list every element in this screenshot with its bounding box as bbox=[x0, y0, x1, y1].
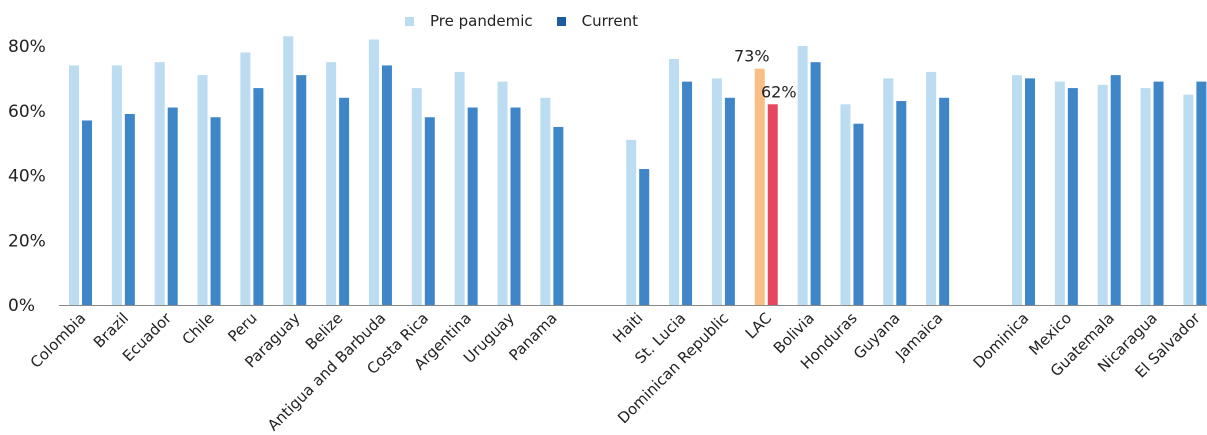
bar-pre-pandemic-nicaragua bbox=[1141, 88, 1151, 305]
bar-current-el-salvador bbox=[1196, 82, 1206, 305]
bar-current-dominica bbox=[1025, 78, 1035, 305]
bar-pre-pandemic-paraguay bbox=[283, 36, 293, 305]
bar-current-guatemala bbox=[1111, 75, 1121, 305]
x-tick-label-dominica: Dominica bbox=[970, 309, 1033, 372]
bar-pre-pandemic-honduras bbox=[840, 104, 850, 305]
bar-current-antigua-and-barbuda bbox=[382, 65, 392, 305]
bar-pre-pandemic-antigua-and-barbuda bbox=[369, 40, 379, 305]
bar-pre-pandemic-st-lucia bbox=[669, 59, 679, 305]
bar-pre-pandemic-bolivia bbox=[798, 46, 808, 305]
bar-current-mexico bbox=[1068, 88, 1078, 305]
y-tick-label: 60% bbox=[8, 102, 46, 122]
bar-current-panama bbox=[553, 127, 563, 305]
x-tick-label-chile: Chile bbox=[179, 309, 218, 348]
bar-current-costa-rica bbox=[425, 117, 435, 305]
bar-pre-pandemic-costa-rica bbox=[412, 88, 422, 305]
x-tick-label-haiti: Haiti bbox=[609, 309, 646, 346]
x-tick-label-colombia: Colombia bbox=[27, 309, 90, 372]
bar-pre-pandemic-peru bbox=[240, 52, 250, 305]
x-tick-label-panama: Panama bbox=[505, 309, 560, 364]
y-tick-label: 20% bbox=[8, 231, 46, 251]
bar-current-lac bbox=[768, 104, 778, 305]
bar-pre-pandemic-haiti bbox=[626, 140, 636, 305]
bar-current-belize bbox=[339, 98, 349, 305]
bar-current-nicaragua bbox=[1154, 82, 1164, 305]
bar-current-st-lucia bbox=[682, 82, 692, 305]
bar-current-paraguay bbox=[296, 75, 306, 305]
bar-pre-pandemic-lac bbox=[755, 69, 765, 305]
bar-pre-pandemic-el-salvador bbox=[1183, 95, 1193, 305]
bar-current-honduras bbox=[853, 124, 863, 305]
bar-current-uruguay bbox=[511, 108, 521, 305]
bar-current-colombia bbox=[82, 120, 92, 305]
bar-pre-pandemic-uruguay bbox=[498, 82, 508, 305]
bar-pre-pandemic-argentina bbox=[455, 72, 465, 305]
bar-current-ecuador bbox=[168, 108, 178, 305]
x-tick-label-peru: Peru bbox=[224, 309, 260, 345]
data-label-pre-pandemic-lac: 73% bbox=[734, 47, 770, 66]
bar-current-jamaica bbox=[939, 98, 949, 305]
bar-pre-pandemic-belize bbox=[326, 62, 336, 305]
bar-current-brazil bbox=[125, 114, 135, 305]
bar-pre-pandemic-dominica bbox=[1012, 75, 1022, 305]
bar-current-argentina bbox=[468, 108, 478, 305]
y-tick-label: 0% bbox=[8, 296, 35, 316]
x-tick-label-lac: LAC bbox=[742, 309, 775, 342]
bar-pre-pandemic-guyana bbox=[883, 78, 893, 305]
bar-current-peru bbox=[253, 88, 263, 305]
bar-current-chile bbox=[211, 117, 221, 305]
data-label-current-lac: 62% bbox=[761, 82, 797, 101]
bar-pre-pandemic-ecuador bbox=[155, 62, 165, 305]
bar-pre-pandemic-chile bbox=[198, 75, 208, 305]
bar-current-dominican-republic bbox=[725, 98, 735, 305]
bar-pre-pandemic-colombia bbox=[69, 65, 79, 305]
bar-pre-pandemic-dominican-republic bbox=[712, 78, 722, 305]
x-tick-label-jamaica: Jamaica bbox=[891, 309, 946, 364]
bar-current-bolivia bbox=[811, 62, 821, 305]
bar-pre-pandemic-guatemala bbox=[1098, 85, 1108, 305]
bar-current-haiti bbox=[639, 169, 649, 305]
bar-pre-pandemic-jamaica bbox=[926, 72, 936, 305]
y-tick-label: 40% bbox=[8, 167, 46, 187]
bar-pre-pandemic-mexico bbox=[1055, 82, 1065, 305]
bar-current-guyana bbox=[896, 101, 906, 305]
y-tick-label: 80% bbox=[8, 37, 46, 57]
bar-pre-pandemic-panama bbox=[540, 98, 550, 305]
x-tick-label-ecuador: Ecuador bbox=[119, 309, 176, 366]
bar-pre-pandemic-brazil bbox=[112, 65, 122, 305]
